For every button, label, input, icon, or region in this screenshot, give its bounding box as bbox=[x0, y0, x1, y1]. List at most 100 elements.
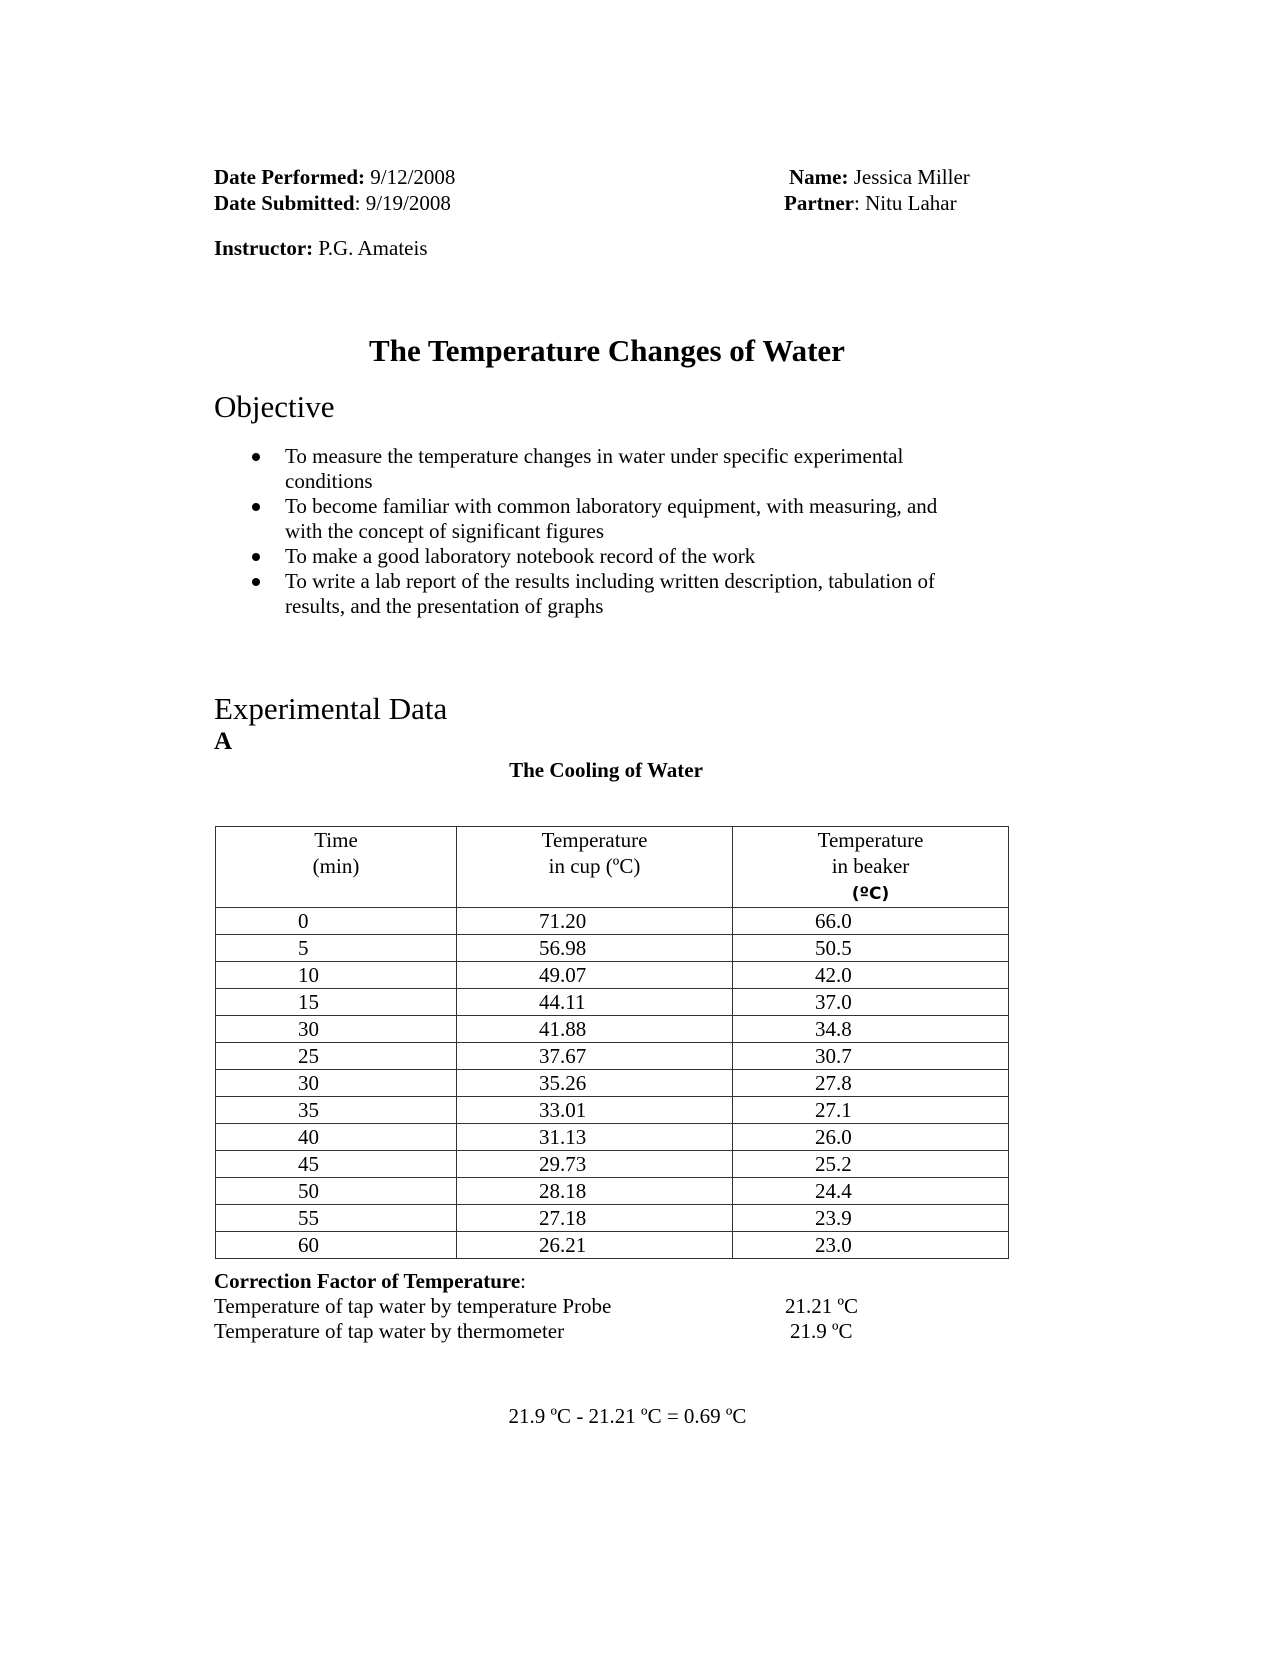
table-row: 40 31.13 26.0 bbox=[215, 1123, 1009, 1151]
time-cell: 15 bbox=[215, 988, 457, 1016]
date-submitted: Date Submitted: 9/19/2008 bbox=[214, 191, 451, 215]
beaker-temp-cell: 27.8 bbox=[732, 1069, 1009, 1097]
table-row: 50 28.18 24.4 bbox=[215, 1177, 1009, 1205]
name-value: Jessica Miller bbox=[853, 165, 970, 189]
time-cell: 45 bbox=[215, 1150, 457, 1178]
cup-temp-cell: 28.18 bbox=[456, 1177, 733, 1205]
time-cell: 40 bbox=[215, 1123, 457, 1151]
partner-label: Partner bbox=[784, 191, 854, 215]
student-name: Name: Jessica Miller bbox=[789, 164, 970, 190]
date-performed: Date Performed: 9/12/2008 bbox=[214, 164, 455, 190]
beaker-temp-cell: 27.1 bbox=[732, 1096, 1009, 1124]
objective-item: To become familiar with common laborator… bbox=[248, 494, 968, 544]
time-cell: 0 bbox=[215, 907, 457, 935]
column-header-time: Time (min) bbox=[215, 826, 457, 908]
beaker-temp-cell: 23.0 bbox=[732, 1231, 1009, 1259]
date-submitted-value: 9/19/2008 bbox=[365, 191, 451, 215]
table-row: 60 26.21 23.0 bbox=[215, 1231, 1009, 1259]
probe-label: Temperature of tap water by temperature … bbox=[214, 1294, 612, 1318]
beaker-temp-cell: 24.4 bbox=[732, 1177, 1009, 1205]
objective-item: To measure the temperature changes in wa… bbox=[248, 444, 968, 494]
time-cell: 25 bbox=[215, 1042, 457, 1070]
cup-temp-cell: 27.18 bbox=[456, 1204, 733, 1232]
header-line: in beaker bbox=[831, 854, 910, 878]
beaker-temp-cell: 42.0 bbox=[732, 961, 1009, 989]
header-line: (min) bbox=[312, 854, 360, 878]
page-title: The Temperature Changes of Water bbox=[369, 333, 845, 368]
instructor-label: Instructor: bbox=[214, 236, 314, 260]
beaker-temp-cell: 25.2 bbox=[732, 1150, 1009, 1178]
name-label: Name: bbox=[789, 165, 849, 189]
objective-text: To write a lab report of the results inc… bbox=[285, 569, 935, 593]
date-performed-label: Date Performed: bbox=[214, 165, 365, 189]
time-cell: 50 bbox=[215, 1177, 457, 1205]
objective-text: conditions bbox=[285, 469, 373, 493]
beaker-temp-cell: 26.0 bbox=[732, 1123, 1009, 1151]
table-row: 30 41.88 34.8 bbox=[215, 1015, 1009, 1043]
partner: Partner: Nitu Lahar bbox=[784, 191, 957, 215]
thermometer-value: 21.9 ºC bbox=[790, 1319, 853, 1343]
cup-temp-cell: 29.73 bbox=[456, 1150, 733, 1178]
beaker-temp-cell: 50.5 bbox=[732, 934, 1009, 962]
objective-text: To measure the temperature changes in wa… bbox=[285, 444, 904, 468]
time-cell: 10 bbox=[215, 961, 457, 989]
table-row: 5 56.98 50.5 bbox=[215, 934, 1009, 962]
cup-temp-cell: 33.01 bbox=[456, 1096, 733, 1124]
beaker-temp-cell: 66.0 bbox=[732, 907, 1009, 935]
objective-heading: Objective bbox=[214, 389, 335, 424]
header-line: (ºC) bbox=[851, 884, 890, 904]
objective-text: results, and the presentation of graphs bbox=[285, 594, 604, 618]
objective-text: To become familiar with common laborator… bbox=[285, 494, 938, 518]
date-submitted-label: Date Submitted bbox=[214, 191, 355, 215]
probe-value: 21.21 ºC bbox=[785, 1294, 859, 1318]
header-line: Temperature bbox=[817, 828, 924, 852]
objective-text: with the concept of significant figures bbox=[285, 519, 604, 543]
column-header-cup: Temperature in cup (ºC) bbox=[456, 826, 733, 908]
cup-temp-cell: 26.21 bbox=[456, 1231, 733, 1259]
cooling-data-table: Time (min) Temperature in cup (ºC) Tempera… bbox=[215, 826, 1009, 1259]
thermometer-label: Temperature of tap water by thermometer bbox=[214, 1319, 565, 1343]
header-line: Time bbox=[314, 828, 358, 852]
table-row: 0 71.20 66.0 bbox=[215, 907, 1009, 935]
section-label: A bbox=[214, 728, 233, 755]
time-cell: 60 bbox=[215, 1231, 457, 1259]
table-row: 15 44.11 37.0 bbox=[215, 988, 1009, 1016]
objective-item: To write a lab report of the results inc… bbox=[248, 569, 968, 619]
cup-temp-cell: 41.88 bbox=[456, 1015, 733, 1043]
instructor-value: P.G. Amateis bbox=[318, 236, 428, 260]
objective-text: To make a good laboratory notebook recor… bbox=[285, 544, 756, 568]
time-cell: 35 bbox=[215, 1096, 457, 1124]
objective-item: To make a good laboratory notebook recor… bbox=[248, 544, 968, 569]
time-cell: 55 bbox=[215, 1204, 457, 1232]
date-performed-value: 9/12/2008 bbox=[370, 165, 456, 189]
partner-value: Nitu Lahar bbox=[865, 191, 957, 215]
correction-heading: Correction Factor of Temperature: bbox=[214, 1269, 527, 1293]
time-cell: 30 bbox=[215, 1015, 457, 1043]
experimental-heading: Experimental Data bbox=[214, 691, 448, 726]
table-title: The Cooling of Water bbox=[509, 758, 703, 782]
cup-temp-cell: 71.20 bbox=[456, 907, 733, 935]
cup-temp-cell: 37.67 bbox=[456, 1042, 733, 1070]
table-row: 35 33.01 27.1 bbox=[215, 1096, 1009, 1124]
time-cell: 30 bbox=[215, 1069, 457, 1097]
table-header-row: Time (min) Temperature in cup (ºC) Tempera… bbox=[215, 826, 1009, 908]
objective-list: To measure the temperature changes in wa… bbox=[248, 444, 968, 619]
cup-temp-cell: 49.07 bbox=[456, 961, 733, 989]
table-row: 45 29.73 25.2 bbox=[215, 1150, 1009, 1178]
beaker-temp-cell: 23.9 bbox=[732, 1204, 1009, 1232]
correction-heading-text: Correction Factor of Temperature bbox=[214, 1269, 521, 1293]
header-line: Temperature bbox=[541, 828, 648, 852]
time-cell: 5 bbox=[215, 934, 457, 962]
beaker-temp-cell: 30.7 bbox=[732, 1042, 1009, 1070]
table-row: 55 27.18 23.9 bbox=[215, 1204, 1009, 1232]
cup-temp-cell: 44.11 bbox=[456, 988, 733, 1016]
beaker-temp-cell: 34.8 bbox=[732, 1015, 1009, 1043]
header-line: in cup (ºC) bbox=[548, 854, 641, 878]
column-header-beaker: Temperature in beaker (ºC) bbox=[732, 826, 1009, 908]
cup-temp-cell: 31.13 bbox=[456, 1123, 733, 1151]
beaker-temp-cell: 37.0 bbox=[732, 988, 1009, 1016]
instructor: Instructor: P.G. Amateis bbox=[214, 235, 428, 261]
cup-temp-cell: 56.98 bbox=[456, 934, 733, 962]
table-row: 30 35.26 27.8 bbox=[215, 1069, 1009, 1097]
table-row: 25 37.67 30.7 bbox=[215, 1042, 1009, 1070]
